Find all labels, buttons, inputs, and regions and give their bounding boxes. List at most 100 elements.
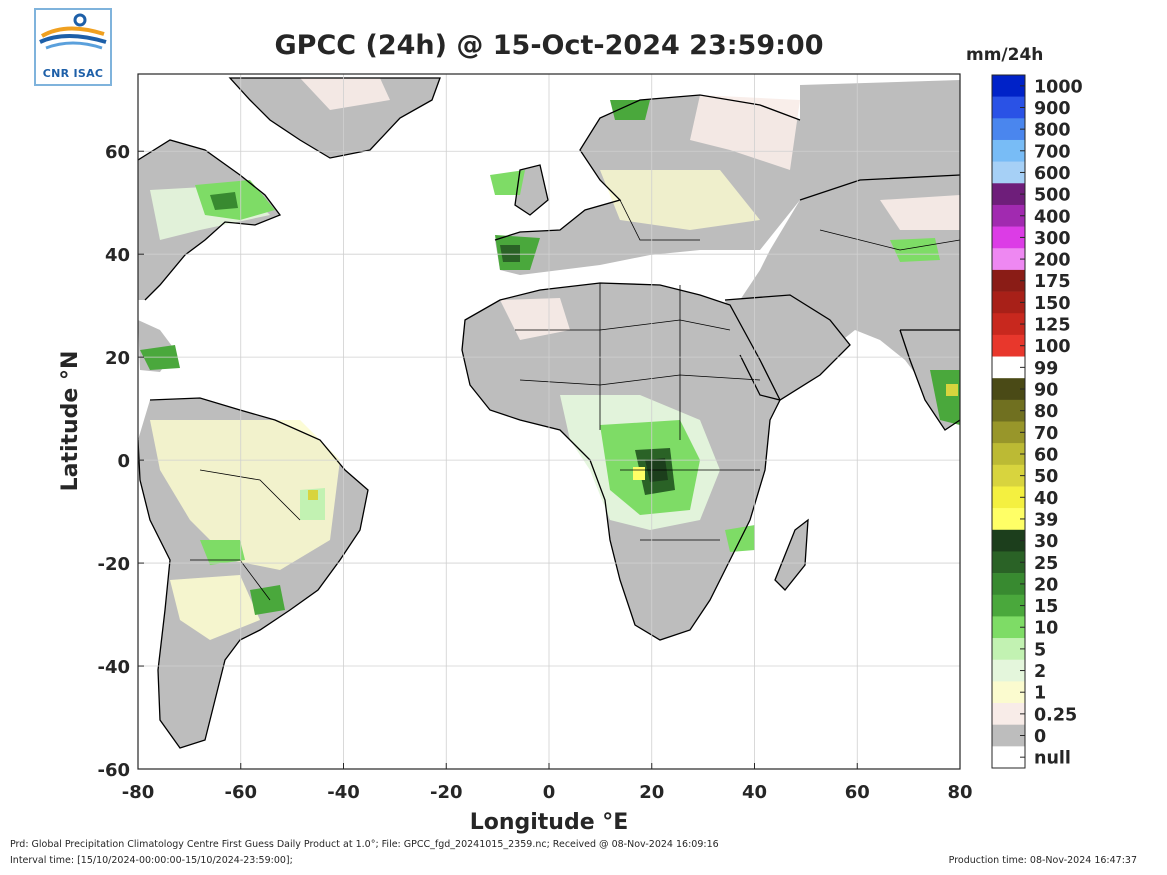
colorbar-label: 150	[1034, 294, 1071, 314]
colorbar-label: 20	[1034, 575, 1058, 595]
x-tick-label: 20	[639, 782, 664, 803]
grid-lines	[138, 74, 960, 769]
x-tick-label: 80	[947, 782, 972, 803]
y-tick-label: 60	[105, 142, 130, 163]
colorbar-swatch	[992, 421, 1025, 444]
land-precipitation-layer	[138, 77, 960, 749]
x-tick-label: -40	[327, 782, 360, 803]
colorbar-label: 400	[1034, 207, 1071, 227]
colorbar-frame	[991, 74, 1026, 769]
colorbar-swatch	[992, 75, 1025, 97]
x-tick-label: 40	[742, 782, 767, 803]
colorbar-swatch	[992, 291, 1025, 314]
colorbar-swatch	[992, 746, 1025, 769]
x-tick-label: 60	[845, 782, 870, 803]
colorbar-swatch	[992, 378, 1025, 401]
y-tick-label: -40	[97, 657, 130, 678]
colorbar-swatch	[992, 724, 1025, 747]
colorbar-swatch	[992, 681, 1025, 704]
colorbar-label: 125	[1034, 316, 1071, 336]
x-axis-ticks: -80 -60 -40 -20 0 20 40 60 80	[122, 763, 973, 803]
colorbar-swatch	[992, 616, 1025, 639]
colorbar-swatch	[992, 529, 1025, 552]
colorbar-label: null	[1034, 749, 1071, 769]
colorbar-label: 700	[1034, 142, 1071, 162]
colorbar-swatch	[992, 703, 1025, 725]
colorbar-swatch	[992, 226, 1025, 249]
colorbar-label: 39	[1034, 510, 1058, 530]
map-title: GPCC (24h) @ 15-Oct-2024 23:59:00	[274, 30, 824, 61]
colorbar-label: 10	[1034, 619, 1058, 639]
colorbar-swatch	[992, 551, 1025, 574]
colorbar-swatch	[992, 638, 1025, 661]
colorbar-label: 600	[1034, 164, 1071, 184]
colorbar-swatch	[992, 183, 1025, 206]
colorbar-label: 70	[1034, 424, 1058, 444]
colorbar-label: 40	[1034, 489, 1058, 509]
colorbar-swatch	[992, 659, 1025, 682]
logo-text: CNR ISAC	[42, 67, 104, 80]
colorbar-label: 5	[1034, 640, 1046, 660]
colorbar-swatch	[992, 508, 1025, 531]
footer-interval-line: Interval time: [15/10/2024-00:00:00-15/1…	[10, 855, 293, 866]
colorbar-label: 15	[1034, 597, 1058, 617]
colorbar-label: 1000	[1034, 77, 1083, 97]
colorbar-swatch	[992, 313, 1025, 336]
country-borders	[190, 199, 960, 601]
colorbar-label: 800	[1034, 121, 1071, 141]
footer-production-line: Production time: 08-Nov-2024 16:47:37	[948, 855, 1137, 866]
x-tick-label: -20	[430, 782, 463, 803]
y-tick-label: -20	[97, 554, 130, 575]
colorbar-swatch	[992, 161, 1025, 184]
colorbar-swatch	[992, 96, 1025, 119]
colorbar-swatch	[992, 399, 1025, 422]
y-tick-label: -60	[97, 760, 130, 781]
colorbar-label: 200	[1034, 251, 1071, 271]
colorbar-swatch	[992, 118, 1025, 141]
colorbar-swatch	[992, 443, 1025, 466]
colorbar-swatch	[992, 486, 1025, 509]
colorbar-label: 900	[1034, 99, 1071, 119]
colorbar-unit-label: mm/24h	[966, 45, 1044, 65]
y-axis-ticks: 60 40 20 0 -20 -40 -60	[97, 142, 144, 781]
logo-swoosh-icon	[39, 13, 107, 50]
colorbar-swatch	[992, 269, 1025, 292]
colorbar-swatch	[992, 356, 1025, 379]
y-axis-label: Latitude °N	[58, 351, 83, 492]
colorbar-swatch	[992, 334, 1025, 357]
footer-product-line: Prd: Global Precipitation Climatology Ce…	[10, 839, 719, 850]
colorbar-label: 0	[1034, 727, 1046, 747]
y-tick-label: 0	[117, 451, 130, 472]
coastlines	[138, 77, 960, 749]
colorbar-label: 50	[1034, 467, 1058, 487]
colorbar-label: 80	[1034, 402, 1058, 422]
colorbar-label: 2	[1034, 662, 1046, 682]
colorbar-swatch	[992, 464, 1025, 487]
colorbar-swatch	[992, 248, 1025, 271]
x-tick-label: -80	[122, 782, 155, 803]
colorbar-label: 175	[1034, 272, 1071, 292]
colorbar-label: 100	[1034, 337, 1071, 357]
y-tick-label: 40	[105, 245, 130, 266]
colorbar-label: 60	[1034, 445, 1058, 465]
colorbar-label: 500	[1034, 186, 1071, 206]
colorbar-swatch	[992, 139, 1025, 162]
colorbar-label: 0.25	[1034, 705, 1077, 725]
cnr-isac-logo: CNR ISAC	[34, 8, 112, 86]
colorbar-swatch	[992, 573, 1025, 596]
x-tick-label: 0	[543, 782, 556, 803]
colorbar-swatch	[992, 594, 1025, 617]
colorbar-label: 30	[1034, 532, 1058, 552]
x-tick-label: -60	[224, 782, 257, 803]
colorbar-label: 90	[1034, 381, 1058, 401]
land-madagascar	[775, 520, 808, 590]
y-tick-label: 20	[105, 348, 130, 369]
colorbar-swatch	[992, 204, 1025, 227]
colorbar-label: 25	[1034, 554, 1058, 574]
colorbar-label: 99	[1034, 359, 1058, 379]
colorbar: 1000900800700600500400300200175150125100…	[991, 74, 1083, 769]
colorbar-label: 300	[1034, 229, 1071, 249]
x-axis-label: Longitude °E	[470, 810, 629, 835]
colorbar-label: 1	[1034, 684, 1046, 704]
